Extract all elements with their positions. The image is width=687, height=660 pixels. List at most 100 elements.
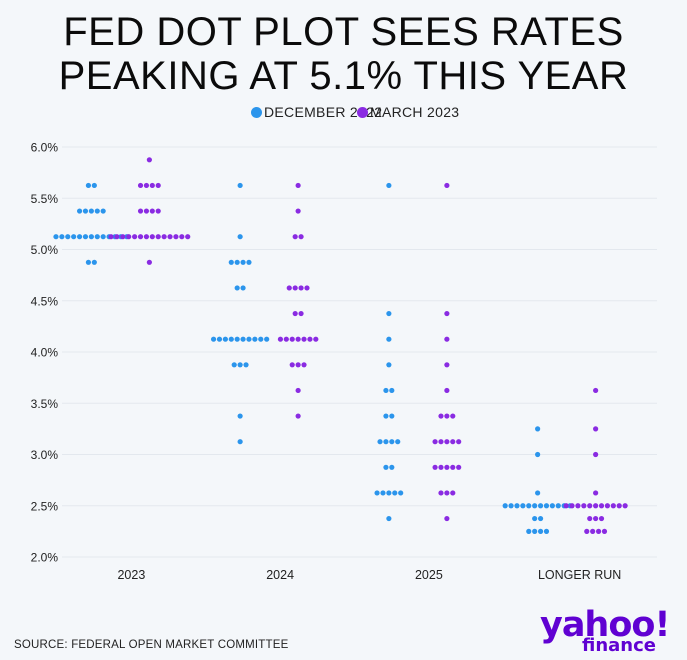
dot-december-2022 bbox=[216, 336, 223, 342]
dot-march-2023 bbox=[298, 310, 304, 317]
dot-december-2022 bbox=[252, 336, 258, 342]
dot-december-2022 bbox=[237, 413, 243, 419]
dot-march-2023 bbox=[432, 464, 438, 470]
dot-december-2022 bbox=[514, 503, 520, 509]
dot-december-2022 bbox=[374, 490, 380, 496]
dot-december-2022 bbox=[82, 208, 89, 214]
dot-december-2022 bbox=[91, 259, 97, 265]
dot-december-2022 bbox=[76, 208, 83, 214]
dot-march-2023 bbox=[438, 490, 444, 496]
dot-december-2022 bbox=[228, 336, 234, 342]
legend-dot-march-2023 bbox=[357, 106, 368, 118]
x-axis-ticks: 2023 2024 2025 LONGER RUN bbox=[117, 568, 621, 582]
dot-december-2022 bbox=[88, 234, 94, 240]
dot-december-2022 bbox=[386, 182, 392, 189]
legend-label-march-2023: MARCH 2023 bbox=[370, 104, 460, 120]
dot-december-2022 bbox=[246, 336, 252, 342]
dot-march-2023 bbox=[146, 259, 152, 265]
dot-march-2023 bbox=[155, 234, 161, 240]
dot-march-2023 bbox=[438, 439, 444, 445]
dot-december-2022 bbox=[264, 336, 270, 342]
dot-march-2023 bbox=[301, 362, 307, 368]
dot-march-2023 bbox=[432, 439, 438, 445]
dot-december-2022 bbox=[383, 464, 389, 470]
dot-march-2023 bbox=[456, 464, 462, 470]
logo-yahoo-word: yahoo! bbox=[540, 605, 670, 645]
dot-december-2022 bbox=[386, 336, 392, 342]
dot-march-2023 bbox=[295, 208, 301, 214]
dot-december-2022 bbox=[240, 336, 246, 342]
dot-march-2023 bbox=[604, 503, 611, 509]
chart-title: FED DOT PLOT SEES RATES PEAKING AT 5.1% … bbox=[0, 10, 687, 98]
dot-march-2023 bbox=[137, 208, 144, 214]
dot-december-2022 bbox=[502, 503, 508, 509]
dot-march-2023 bbox=[132, 234, 138, 240]
legend-item-march-2023: MARCH 2023 bbox=[357, 104, 459, 120]
dot-december-2022 bbox=[237, 182, 243, 189]
dot-march-2023 bbox=[301, 336, 307, 342]
y-tick-label: 5.0% bbox=[31, 243, 59, 257]
dot-december-2022 bbox=[389, 439, 395, 445]
dot-march-2023 bbox=[610, 503, 616, 509]
dot-december-2022 bbox=[237, 234, 243, 240]
dot-december-2022 bbox=[258, 336, 264, 342]
dot-march-2023 bbox=[444, 490, 450, 496]
dot-december-2022 bbox=[88, 208, 94, 214]
y-tick-label: 5.5% bbox=[31, 192, 59, 206]
dot-march-2023 bbox=[149, 234, 155, 240]
y-tick-label: 2.0% bbox=[31, 551, 59, 565]
dot-march-2023 bbox=[155, 182, 161, 189]
dot-december-2022 bbox=[549, 503, 555, 509]
y-tick-label: 2.5% bbox=[31, 499, 59, 513]
dot-march-2023 bbox=[444, 336, 450, 342]
dot-december-2022 bbox=[386, 362, 392, 368]
dot-december-2022 bbox=[535, 490, 541, 496]
dot-december-2022 bbox=[240, 285, 246, 291]
dot-march-2023 bbox=[292, 285, 298, 291]
dot-march-2023 bbox=[593, 490, 599, 496]
dot-march-2023 bbox=[587, 503, 593, 509]
dot-december-2022 bbox=[537, 528, 544, 534]
dot-march-2023 bbox=[295, 413, 301, 419]
dot-march-2023 bbox=[173, 234, 179, 240]
dot-march-2023 bbox=[298, 285, 304, 291]
x-tick-label: 2025 bbox=[415, 568, 443, 582]
dot-march-2023 bbox=[143, 234, 150, 240]
dot-december-2022 bbox=[380, 490, 386, 496]
dot-march-2023 bbox=[283, 336, 289, 342]
dot-march-2023 bbox=[444, 362, 450, 368]
dot-december-2022 bbox=[532, 503, 538, 509]
dot-march-2023 bbox=[289, 362, 295, 368]
dot-marks bbox=[53, 157, 628, 534]
dot-march-2023 bbox=[598, 515, 605, 522]
dot-december-2022 bbox=[85, 259, 92, 265]
dot-march-2023 bbox=[295, 387, 301, 394]
dot-march-2023 bbox=[450, 490, 456, 496]
dot-december-2022 bbox=[383, 387, 389, 394]
dot-march-2023 bbox=[277, 336, 284, 342]
dot-december-2022 bbox=[234, 259, 240, 265]
dot-december-2022 bbox=[389, 413, 395, 419]
dot-march-2023 bbox=[149, 208, 155, 214]
dot-march-2023 bbox=[137, 234, 144, 240]
dot-march-2023 bbox=[595, 528, 602, 534]
dot-december-2022 bbox=[535, 426, 541, 432]
dot-march-2023 bbox=[185, 234, 191, 240]
dot-december-2022 bbox=[94, 208, 100, 214]
dot-march-2023 bbox=[450, 413, 456, 419]
dot-march-2023 bbox=[298, 234, 304, 240]
dot-march-2023 bbox=[304, 285, 310, 291]
dot-december-2022 bbox=[231, 362, 237, 368]
dot-march-2023 bbox=[292, 234, 298, 240]
dot-march-2023 bbox=[593, 387, 599, 394]
dot-december-2022 bbox=[76, 234, 83, 240]
dot-march-2023 bbox=[601, 528, 608, 534]
legend-item-december-2022: DECEMBER 2022 bbox=[251, 104, 382, 120]
logo-finance-word: finance bbox=[582, 635, 656, 656]
dot-march-2023 bbox=[438, 464, 444, 470]
dot-december-2022 bbox=[389, 387, 395, 394]
dot-march-2023 bbox=[126, 234, 132, 240]
dot-december-2022 bbox=[65, 234, 71, 240]
dot-march-2023 bbox=[438, 413, 444, 419]
dot-december-2022 bbox=[392, 490, 398, 496]
